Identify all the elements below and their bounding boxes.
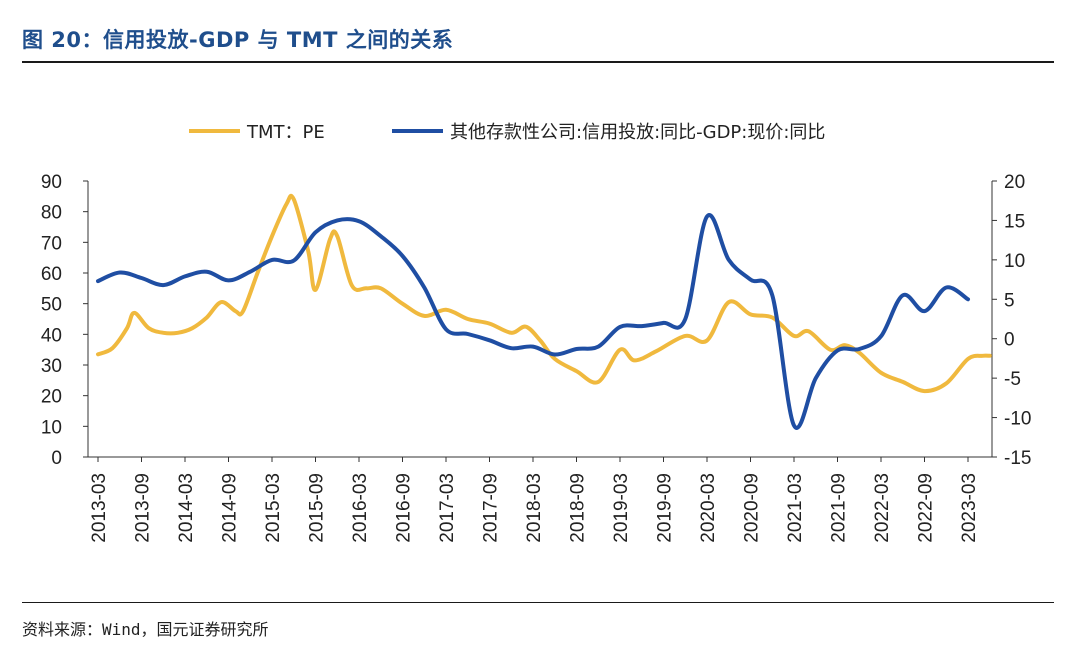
x-tick-label: 2017-03 xyxy=(437,473,458,543)
left-tick-label: 80 xyxy=(41,203,62,224)
right-tick-label: -15 xyxy=(1004,448,1031,469)
x-tick-label: 2014-09 xyxy=(220,473,241,543)
x-tick-label: 2013-09 xyxy=(133,473,154,543)
x-tick-label: 2016-03 xyxy=(350,473,371,543)
x-tick-label: 2013-03 xyxy=(89,473,110,543)
x-tick-label: 2019-03 xyxy=(611,473,632,543)
x-tick-label: 2021-09 xyxy=(829,473,850,543)
figure-title: 图 20：信用投放-GDP 与 TMT 之间的关系 xyxy=(22,28,454,52)
x-tick-label: 2022-09 xyxy=(916,473,937,543)
credit-gap-line xyxy=(96,213,970,430)
x-tick-label: 2016-09 xyxy=(394,473,415,543)
right-tick-label: 0 xyxy=(1004,330,1015,351)
left-tick-label: 90 xyxy=(41,172,62,193)
x-tick-label: 2015-09 xyxy=(307,473,328,543)
x-tick-label: 2020-09 xyxy=(742,473,763,543)
x-tick-label: 2021-03 xyxy=(785,473,806,543)
left-tick-label: 60 xyxy=(41,264,62,285)
legend-label-tmt-pe: TMT：PE xyxy=(246,122,325,143)
left-tick-label: 30 xyxy=(41,356,62,377)
right-tick-label: -5 xyxy=(1004,369,1021,390)
x-tick-label: 2020-03 xyxy=(698,473,719,543)
legend: TMT：PE 其他存款性公司:信用投放:同比-GDP:现价:同比 xyxy=(189,122,825,143)
right-tick-label: 20 xyxy=(1004,172,1025,193)
chart: 0 10 20 30 40 50 60 70 80 90 -15 -10 -5 0 5 10 15 20 2013-… xyxy=(41,122,1032,543)
x-tick-label: 2018-03 xyxy=(524,473,545,543)
x-tick-label: 2022-03 xyxy=(872,473,893,543)
left-tick-label: 0 xyxy=(51,448,62,469)
left-tick-label: 50 xyxy=(41,295,62,316)
legend-label-credit-gap: 其他存款性公司:信用投放:同比-GDP:现价:同比 xyxy=(450,122,825,143)
right-tick-label: -10 xyxy=(1004,409,1031,430)
source-note: 资料来源：Wind，国元证券研究所 xyxy=(22,620,269,639)
x-tick-label: 2023-03 xyxy=(959,473,980,543)
bottom-rule xyxy=(22,602,1054,603)
tmt-pe-line xyxy=(96,193,992,394)
x-tick-label: 2019-09 xyxy=(655,473,676,543)
left-tick-label: 20 xyxy=(41,387,62,408)
x-tick-label: 2014-03 xyxy=(176,473,197,543)
top-rule xyxy=(22,61,1054,63)
left-tick-label: 10 xyxy=(41,417,62,438)
left-tick-label: 70 xyxy=(41,233,62,254)
x-tick-label: 2018-09 xyxy=(568,473,589,543)
x-tick-label: 2015-03 xyxy=(263,473,284,543)
right-tick-label: 10 xyxy=(1004,251,1025,272)
left-tick-label: 40 xyxy=(41,325,62,346)
right-tick-label: 5 xyxy=(1004,290,1015,311)
right-tick-label: 15 xyxy=(1004,211,1025,232)
x-tick-label: 2017-09 xyxy=(481,473,502,543)
